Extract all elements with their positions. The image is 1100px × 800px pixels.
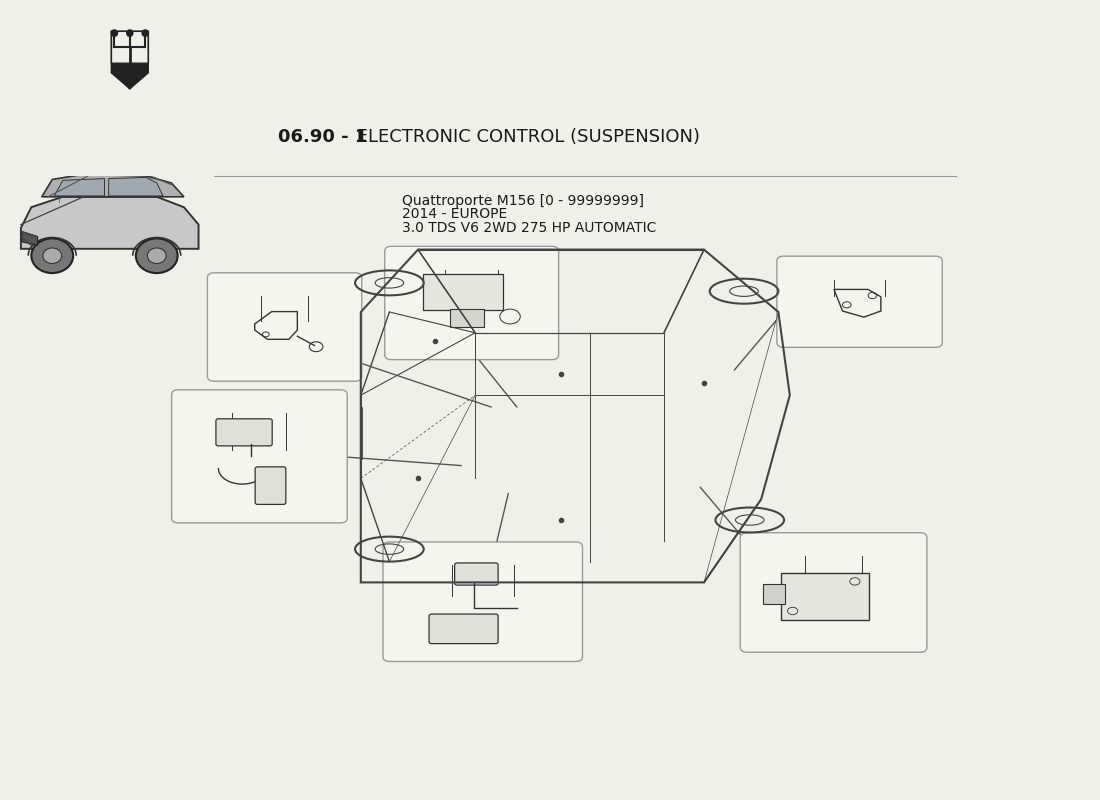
Polygon shape <box>109 178 163 196</box>
FancyBboxPatch shape <box>216 418 272 446</box>
Text: 06.90 - 1: 06.90 - 1 <box>278 128 367 146</box>
Text: 1: 1 <box>256 282 265 295</box>
Text: 9: 9 <box>830 266 838 278</box>
Circle shape <box>126 30 133 36</box>
Circle shape <box>147 248 166 263</box>
FancyBboxPatch shape <box>781 573 869 619</box>
Polygon shape <box>42 174 184 197</box>
Circle shape <box>142 30 148 36</box>
Text: 5: 5 <box>228 399 236 412</box>
Circle shape <box>111 30 118 36</box>
Text: 2: 2 <box>441 256 449 269</box>
Text: 3.0 TDS V6 2WD 275 HP AUTOMATIC: 3.0 TDS V6 2WD 275 HP AUTOMATIC <box>402 221 656 235</box>
Polygon shape <box>111 63 148 89</box>
FancyBboxPatch shape <box>450 309 484 327</box>
Polygon shape <box>22 231 37 246</box>
Text: 6: 6 <box>494 256 503 269</box>
Polygon shape <box>21 197 199 249</box>
FancyBboxPatch shape <box>385 246 559 360</box>
Text: 3: 3 <box>880 266 889 278</box>
FancyBboxPatch shape <box>777 256 943 347</box>
FancyBboxPatch shape <box>429 614 498 644</box>
FancyBboxPatch shape <box>172 390 348 523</box>
Text: 6: 6 <box>304 282 312 295</box>
Polygon shape <box>54 178 104 196</box>
Text: 2014 - EUROPE: 2014 - EUROPE <box>402 207 507 222</box>
Text: Quattroporte M156 [0 - 99999999]: Quattroporte M156 [0 - 99999999] <box>402 194 644 208</box>
Circle shape <box>43 248 62 263</box>
Text: ELECTRONIC CONTROL (SUSPENSION): ELECTRONIC CONTROL (SUSPENSION) <box>351 128 700 146</box>
FancyBboxPatch shape <box>255 467 286 505</box>
FancyBboxPatch shape <box>208 273 362 382</box>
FancyBboxPatch shape <box>424 274 503 310</box>
FancyBboxPatch shape <box>383 542 583 662</box>
FancyBboxPatch shape <box>740 533 927 652</box>
Circle shape <box>32 238 73 273</box>
FancyBboxPatch shape <box>454 563 498 585</box>
Text: 8: 8 <box>801 542 808 555</box>
Text: 5: 5 <box>509 551 518 565</box>
Circle shape <box>136 238 178 273</box>
Text: 4: 4 <box>448 551 456 565</box>
Text: 4: 4 <box>282 399 290 412</box>
Text: 7: 7 <box>858 542 867 555</box>
FancyBboxPatch shape <box>762 585 785 604</box>
